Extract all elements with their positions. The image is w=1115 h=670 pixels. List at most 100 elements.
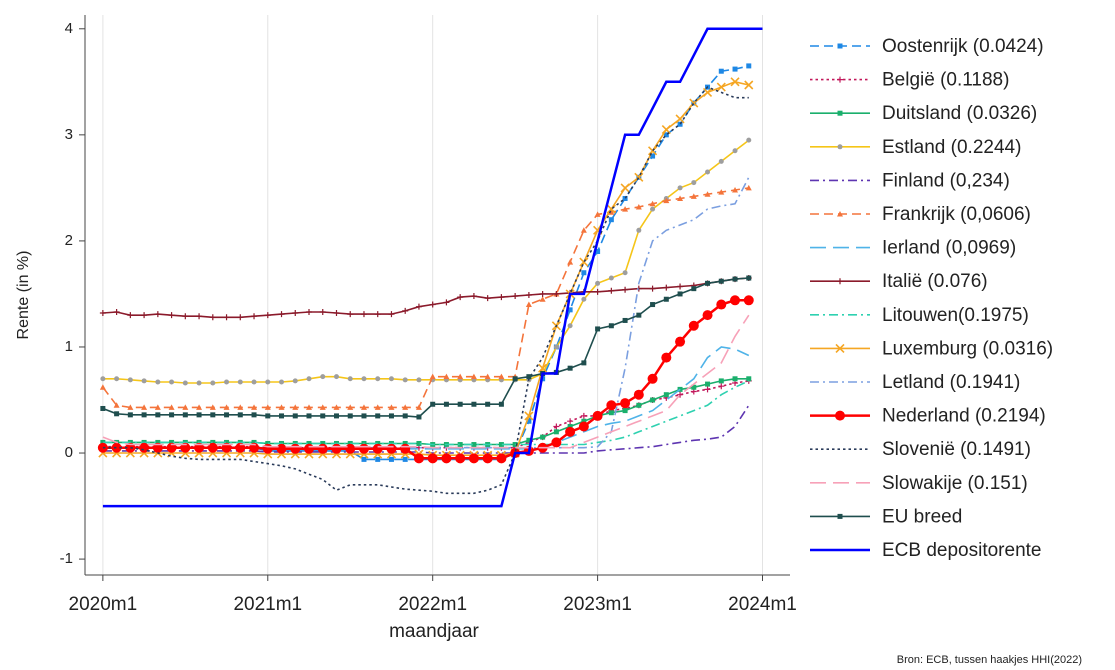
point <box>498 442 504 448</box>
point <box>567 365 573 371</box>
point <box>498 373 505 380</box>
point <box>361 456 367 462</box>
series <box>100 275 752 420</box>
point <box>744 80 754 90</box>
point <box>580 227 587 233</box>
x-tick-label: 2023m1 <box>563 594 632 615</box>
point <box>650 153 656 159</box>
point <box>320 440 326 446</box>
point <box>663 392 669 398</box>
point <box>567 323 573 329</box>
point <box>358 443 369 454</box>
y-tick-label: 3 <box>65 126 73 143</box>
point <box>237 379 243 385</box>
point <box>457 294 464 301</box>
point <box>141 378 147 384</box>
point <box>292 404 299 410</box>
legend-label: Letland (0.1941) <box>882 372 1020 393</box>
point <box>209 314 216 321</box>
point <box>485 401 491 407</box>
line <box>102 314 750 449</box>
point <box>677 391 684 398</box>
point <box>677 291 683 297</box>
point <box>333 404 340 410</box>
point <box>443 401 449 407</box>
point <box>622 206 629 212</box>
point <box>539 296 546 302</box>
point <box>691 384 697 390</box>
point <box>606 400 617 411</box>
series <box>100 137 752 386</box>
point <box>649 200 656 207</box>
point <box>690 193 697 199</box>
point <box>111 442 122 453</box>
point <box>290 443 301 454</box>
point <box>196 412 202 418</box>
point <box>375 456 381 462</box>
point <box>677 283 684 290</box>
point <box>443 373 450 380</box>
point <box>209 404 216 410</box>
point <box>224 439 230 445</box>
y-tick-label: 4 <box>65 20 73 37</box>
point <box>551 437 562 448</box>
point <box>331 443 342 454</box>
point <box>276 443 287 454</box>
point <box>415 303 422 310</box>
point <box>182 412 188 418</box>
point <box>154 311 161 318</box>
point <box>746 137 752 143</box>
point <box>317 443 328 454</box>
legend-label: Frankrijk (0,0606) <box>882 204 1031 225</box>
series <box>102 404 750 454</box>
point <box>705 169 711 175</box>
point <box>732 66 738 72</box>
point <box>210 380 216 386</box>
legend-marker <box>837 211 843 217</box>
point <box>306 308 313 315</box>
point <box>386 443 397 454</box>
point <box>333 310 340 317</box>
point <box>127 404 134 410</box>
point <box>650 302 656 308</box>
point <box>100 405 106 411</box>
point <box>388 311 395 318</box>
point <box>730 77 740 87</box>
point <box>361 413 367 419</box>
y-tick-label: 1 <box>65 338 73 355</box>
line <box>102 187 749 409</box>
point <box>553 290 560 297</box>
legend-label: EU breed <box>882 506 962 527</box>
point <box>262 443 273 454</box>
point <box>319 308 326 315</box>
legend-marker <box>837 144 843 150</box>
point <box>141 412 147 418</box>
point <box>237 404 244 410</box>
point <box>565 426 576 437</box>
point <box>622 195 628 201</box>
point <box>620 398 631 409</box>
point <box>661 352 672 363</box>
point <box>345 443 356 454</box>
point <box>264 312 271 319</box>
point <box>457 401 463 407</box>
point <box>169 379 175 385</box>
point <box>594 211 601 217</box>
point <box>718 189 725 195</box>
point <box>648 146 658 156</box>
legend-marker <box>837 513 843 519</box>
y-tick-label: -1 <box>60 550 73 567</box>
point <box>718 68 724 74</box>
point <box>702 87 713 97</box>
point <box>347 404 354 410</box>
line <box>102 27 763 508</box>
point <box>251 404 258 410</box>
point <box>306 413 312 419</box>
point <box>429 373 436 380</box>
point <box>333 413 339 419</box>
point <box>705 381 711 387</box>
x-tick-label: 2020m1 <box>69 594 138 615</box>
point <box>278 311 285 318</box>
point <box>716 299 727 310</box>
